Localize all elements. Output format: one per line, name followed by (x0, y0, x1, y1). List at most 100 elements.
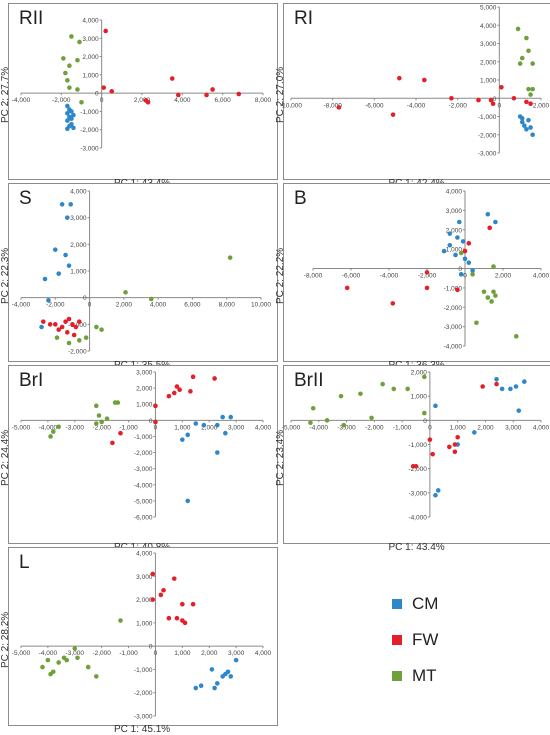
x-tick-label: 2,000 (116, 302, 133, 309)
panel-b: -8,000 -6,000 -4,000 -2,000 0 2,000 4,000 4,000… (283, 183, 550, 362)
data-point-cm (455, 235, 460, 240)
data-point-fw (64, 330, 70, 335)
data-point-mt (64, 657, 70, 663)
data-point-mt (528, 92, 533, 97)
data-point-fw (150, 571, 156, 577)
data-point-mt (83, 335, 89, 340)
data-point-mt (530, 61, 535, 66)
scatter-plot: -5,000 -4,000 -3,000 -2,000 -1,000 0 1,000 2,00… (282, 370, 550, 522)
data-point-fw (447, 444, 452, 450)
data-point-cm (185, 432, 191, 438)
y-tick-label: -6,000 (134, 515, 153, 522)
data-point-cm (65, 110, 70, 116)
data-point-mt (422, 374, 427, 380)
x-tick-label: -6,000 (365, 102, 384, 109)
data-point-cm (214, 681, 220, 686)
y-tick-label: 1,000 (82, 72, 99, 79)
y-tick-label: 4,000 (82, 18, 99, 25)
data-point-fw (499, 85, 504, 90)
y-tick-label: -1,000 (80, 109, 99, 116)
x-tick-label: 4,000 (174, 97, 191, 104)
data-point-mt (75, 87, 80, 92)
legend-label-mt: MT (412, 666, 437, 685)
x-tick-label: 8,000 (255, 97, 272, 104)
panel-title: S (19, 188, 32, 209)
x-tick-label: 0 (154, 424, 158, 431)
scatter-plot: -4,000 -2,000 0 2,000 4,000 6,000 8,000 4,000 3,… (12, 18, 272, 153)
legend-swatch-cm (392, 599, 402, 609)
data-point-fw (190, 601, 196, 607)
data-point-fw (452, 442, 458, 447)
x-tick-label: 2,000 (201, 650, 218, 657)
x-tick-label: 1,000 (174, 424, 191, 431)
data-point-fw (487, 225, 492, 231)
x-tick-label: 3,000 (228, 424, 245, 431)
x-tick-label: -4,000 (39, 650, 58, 657)
data-point-mt (123, 290, 128, 295)
data-point-cm (453, 252, 458, 258)
data-point-cm (233, 657, 239, 663)
data-point-mt (48, 671, 53, 677)
data-point-mt (63, 70, 68, 76)
data-point-mt (308, 420, 313, 426)
data-point-cm (522, 123, 527, 128)
data-point-cm (71, 125, 76, 131)
data-point-mt (380, 381, 385, 387)
y-axis-label: PC 2: 24.4% (0, 429, 11, 486)
x-tick-label: 0 (88, 302, 92, 309)
data-point-fw (427, 437, 433, 442)
data-point-mt (77, 39, 82, 45)
data-point-cm (71, 112, 76, 118)
x-tick-label: -4,000 (12, 97, 31, 104)
data-point-mt (99, 327, 104, 332)
data-point-mt (72, 646, 78, 651)
x-tick-label: -4,000 (310, 424, 329, 431)
data-point-mt (93, 403, 99, 409)
data-point-fw (190, 374, 196, 380)
y-tick-label: 4,000 (70, 189, 87, 196)
y-axis-label: PC 2: 28.2% (0, 611, 11, 668)
data-point-mt (491, 289, 496, 295)
data-point-cm (212, 685, 217, 691)
data-point-cm (193, 421, 199, 426)
x-tick-label: -5,000 (12, 650, 31, 657)
x-tick-label: 4,000 (533, 424, 550, 431)
data-point-cm (214, 422, 220, 428)
y-tick-label: -2,000 (134, 450, 153, 457)
data-point-fw (424, 270, 430, 275)
data-point-mt (104, 416, 110, 422)
y-tick-label: -2,000 (80, 127, 99, 134)
data-point-fw (56, 327, 62, 332)
data-point-cm (458, 272, 464, 277)
data-point-fw (494, 381, 499, 387)
data-point-cm (519, 116, 525, 121)
data-point-fw (424, 285, 430, 291)
x-tick-label: -1,000 (393, 424, 412, 431)
legend-swatch-fw (392, 635, 402, 645)
data-point-fw (466, 241, 472, 246)
data-point-cm (223, 430, 228, 436)
data-point-mt (515, 26, 521, 32)
data-point-mt (65, 78, 70, 83)
data-point-mt (514, 334, 519, 339)
data-point-fw (171, 390, 177, 396)
data-point-fw (528, 101, 533, 107)
data-point-fw (101, 85, 106, 90)
x-tick-label: 0 (100, 97, 104, 104)
data-point-mt (93, 421, 99, 426)
data-point-cm (209, 667, 215, 672)
y-tick-label: 1,000 (411, 394, 428, 401)
y-tick-label: 3,000 (446, 208, 463, 215)
x-tick-label: 2,000 (495, 273, 512, 280)
data-point-mt (526, 86, 531, 92)
data-point-cm (201, 422, 207, 428)
data-point-cm (180, 437, 185, 442)
x-tick-label: 4,000 (255, 650, 272, 657)
x-tick-label: -4,000 (39, 424, 58, 431)
data-point-fw (390, 301, 396, 306)
data-point-mt (369, 415, 374, 421)
data-point-fw (59, 324, 65, 330)
data-point-fw (166, 615, 172, 621)
data-point-cm (198, 683, 204, 689)
y-tick-label: 4,000 (136, 551, 153, 558)
